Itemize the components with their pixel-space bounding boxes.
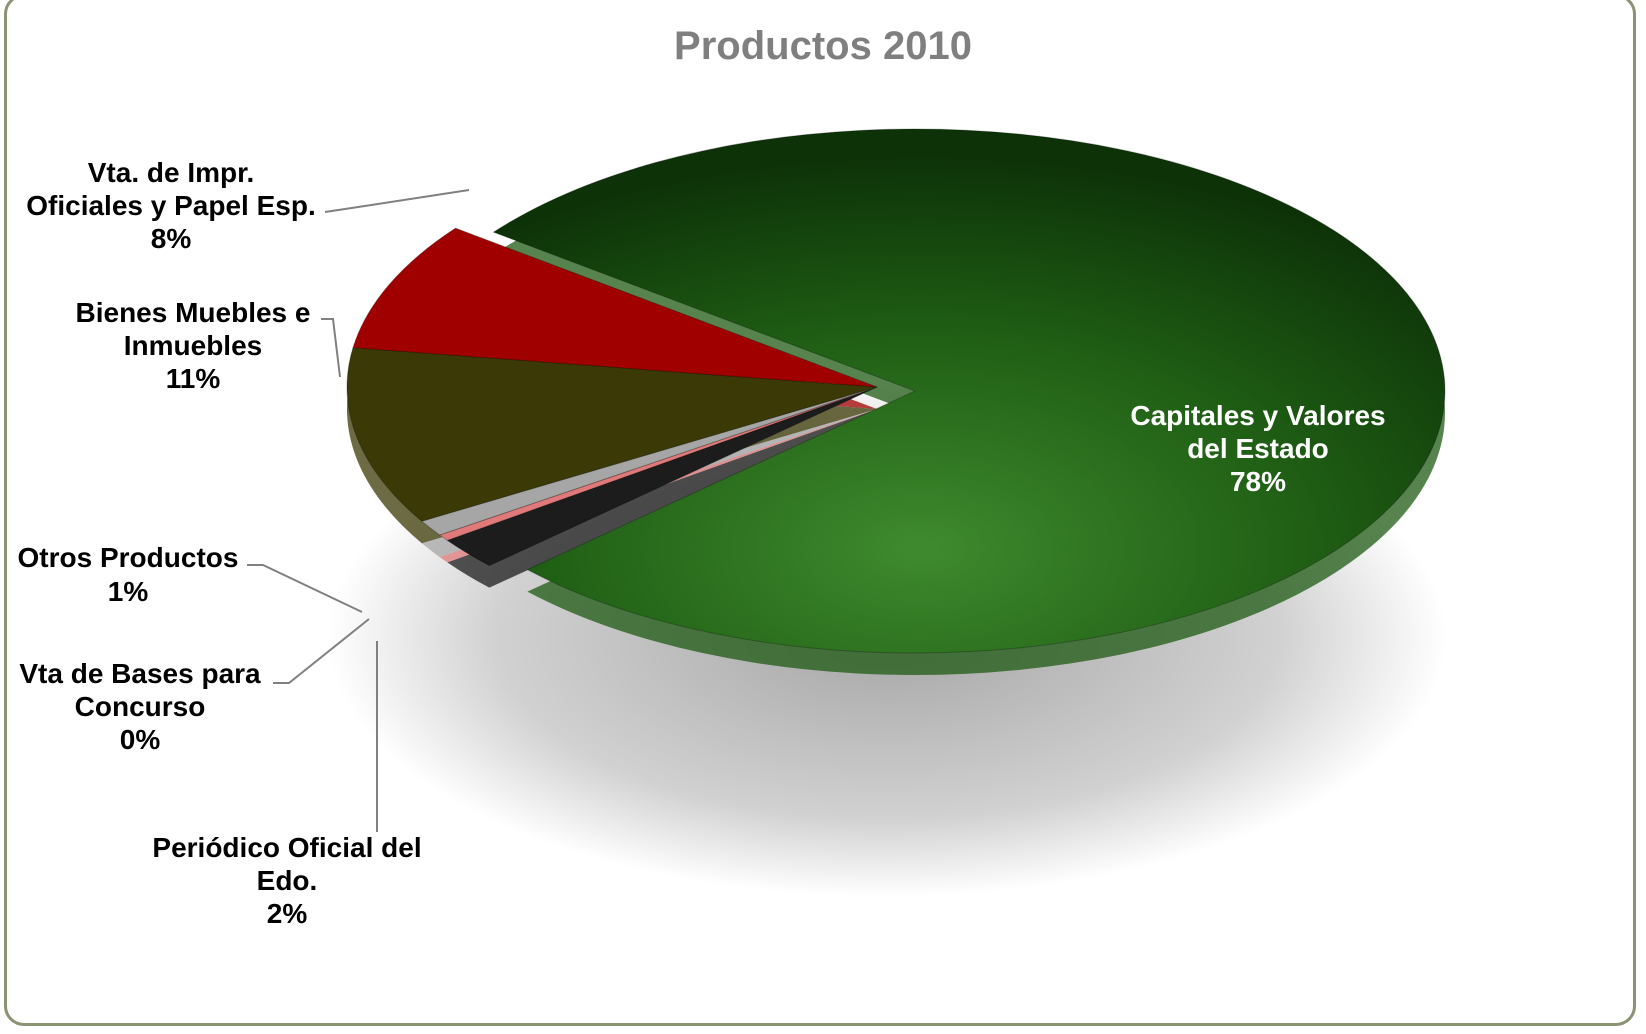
leader-line-impresos	[324, 189, 470, 213]
slice-label-periodico: Periódico Oficial del Edo. 2%	[152, 832, 421, 929]
slice-label-line: Vta. de Impr.	[88, 157, 255, 188]
slice-label-line: Periódico Oficial del	[152, 832, 421, 863]
slice-label-line: Oficiales y Papel Esp.	[26, 190, 315, 221]
slice-label-impresos: Vta. de Impr. Oficiales y Papel Esp. 8%	[26, 157, 315, 254]
pie-chart: Productos 2010 Capitales y Valores del E…	[18, 24, 1447, 929]
slice-label-line: Vta de Bases para	[19, 658, 261, 689]
pie-slice-impresos	[352, 227, 878, 388]
slice-percent: 2%	[267, 898, 308, 929]
slice-label-line: Otros Productos	[18, 542, 239, 573]
slice-label-line: del Estado	[1187, 433, 1329, 464]
pie-slice-otros	[420, 386, 878, 536]
slice-label-line: Inmuebles	[124, 330, 262, 361]
slice-percent: 0%	[120, 724, 161, 755]
pie-slice-capitales	[492, 128, 1446, 654]
slice-percent: 1%	[108, 576, 149, 607]
slice-percent: 11%	[166, 363, 221, 394]
slice-label-line: Bienes Muebles e	[76, 297, 311, 328]
slice-label-bienes: Bienes Muebles e Inmuebles 11%	[76, 297, 311, 394]
slice-label-line: Edo.	[257, 865, 318, 896]
slice-label-otros: Otros Productos 1%	[18, 542, 239, 607]
pie-slice-side-periodico	[447, 409, 877, 588]
slice-label-line: Capitales y Valores	[1130, 400, 1385, 431]
slice-label-line: Concurso	[75, 691, 206, 722]
slice-label-bases: Vta de Bases para Concurso 0%	[19, 658, 261, 755]
leader-line-bases	[273, 618, 370, 684]
slice-percent: 8%	[151, 223, 192, 254]
chart-title: Productos 2010	[674, 24, 972, 68]
pie-slice-bienes	[346, 347, 878, 522]
leader-line-bienes	[321, 318, 341, 378]
chart-frame: Productos 2010 Capitales y Valores del E…	[4, 0, 1636, 1026]
pie-slice-bases	[438, 386, 878, 541]
slice-label-capitales: Capitales y Valores del Estado 78%	[1130, 400, 1385, 497]
slice-percent: 78%	[1230, 466, 1286, 497]
pie-slice-periodico	[446, 386, 878, 567]
leader-line-otros	[247, 564, 363, 613]
